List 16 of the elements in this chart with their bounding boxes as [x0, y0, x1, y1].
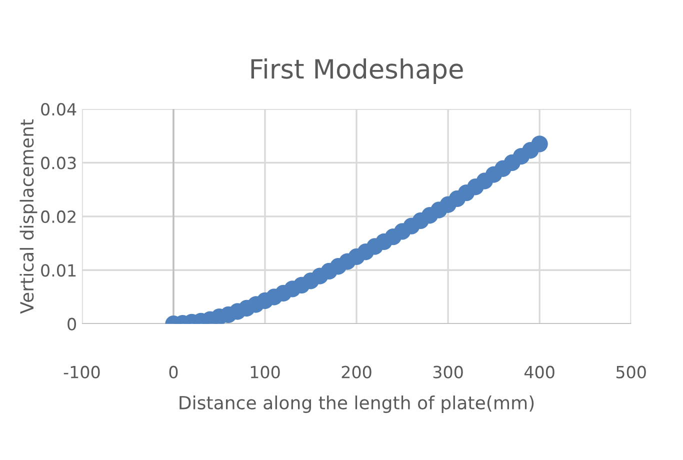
x-tick-label: 100 — [250, 366, 280, 378]
x-tick-label: 500 — [616, 366, 646, 378]
y-tick-label: 0.01 — [41, 264, 76, 277]
y-tick-label: 0.04 — [41, 102, 76, 116]
x-tick-label: 300 — [433, 366, 463, 378]
x-tick-label: 200 — [342, 366, 372, 378]
point — [531, 136, 548, 152]
y-tick-label: 0 — [68, 318, 76, 330]
y-axis-title: Vertical displacement — [20, 119, 38, 314]
chart-title: First Modeshape — [251, 58, 463, 84]
x-tick-label: 400 — [524, 366, 554, 378]
x-axis-title: Distance along the length of plate(mm) — [180, 396, 534, 413]
x-tick-label: -100 — [64, 366, 100, 378]
y-tick-label: 0.02 — [41, 210, 76, 223]
y-tick-label: 0.03 — [41, 156, 76, 170]
x-tick-label: 0 — [169, 366, 178, 378]
